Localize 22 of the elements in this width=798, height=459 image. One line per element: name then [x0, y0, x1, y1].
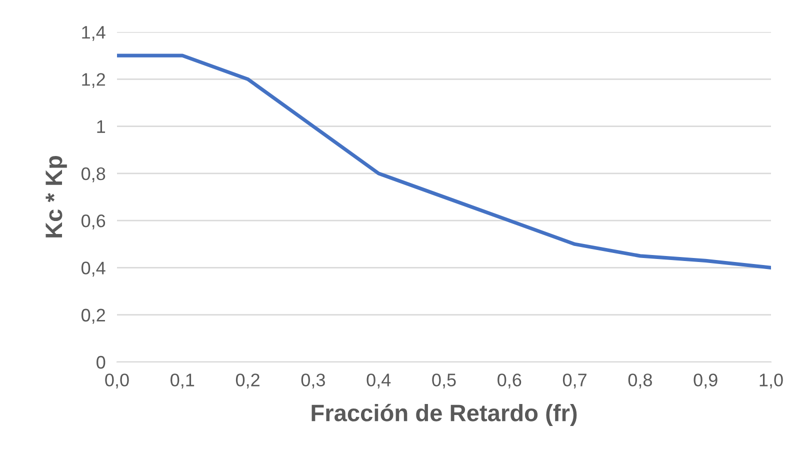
x-tick-label: 0,6 [498, 374, 522, 389]
x-tick-label: 0,1 [170, 374, 194, 389]
x-tick-label: 0,4 [366, 374, 391, 389]
x-tick-label: 0,2 [236, 374, 260, 389]
y-tick-label: 1 [97, 120, 106, 133]
y-tick-label: 0,2 [81, 308, 105, 324]
y-tick-label: 1,2 [82, 73, 105, 88]
x-axis-title: Fracción de Retardo (fr) [312, 404, 577, 426]
y-axis-title: Kc * Kp [46, 156, 67, 238]
x-tick-label: 0,0 [105, 374, 129, 389]
x-tick-label: 0,8 [628, 374, 652, 389]
y-tick-label: 0 [96, 356, 106, 369]
x-tick-label: 0,5 [432, 374, 456, 389]
y-tick-label: 0,8 [81, 167, 106, 182]
y-tick-label: 1,4 [82, 26, 106, 41]
line-series [117, 54, 771, 270]
x-tick-label: 0,7 [562, 374, 586, 389]
x-tick-label: 0,3 [301, 374, 325, 389]
y-tick-label: 0,6 [81, 214, 106, 230]
x-tick-label: 0,9 [694, 374, 718, 389]
y-tick-label: 0,4 [81, 262, 106, 277]
x-tick-label: 1,0 [760, 374, 783, 389]
